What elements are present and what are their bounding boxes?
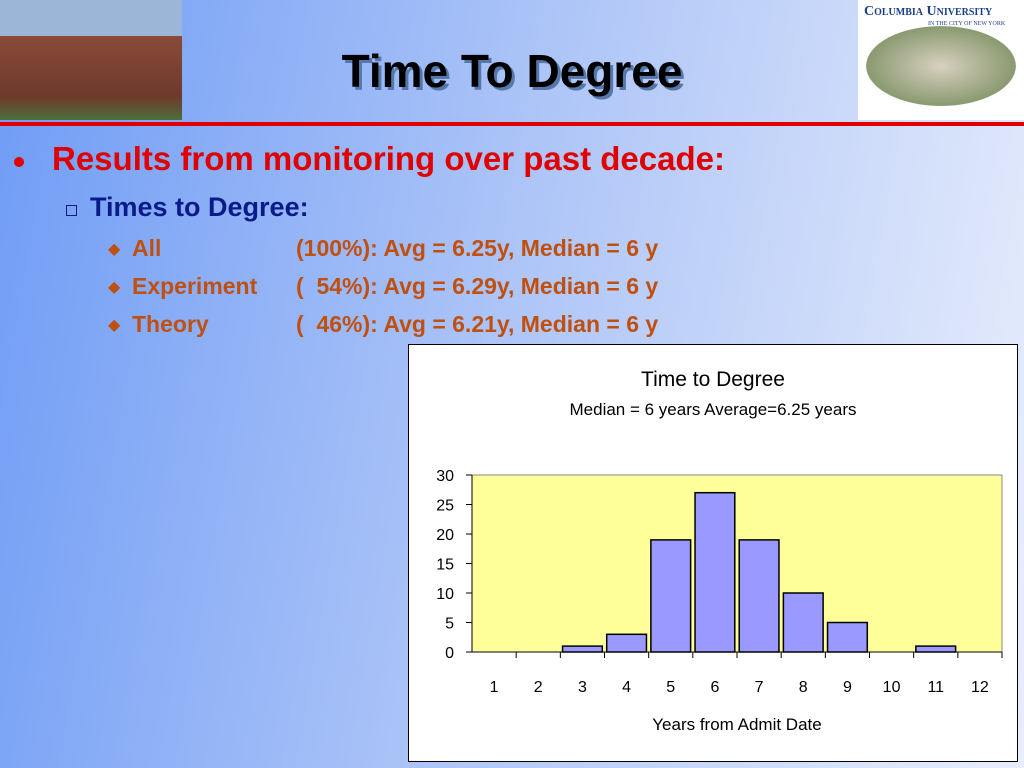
bar [738, 539, 780, 653]
sub-bullet: Times to Degree: [90, 192, 309, 222]
item-stats: ( 46%): Avg = 6.21y, Median = 6 y [296, 311, 659, 337]
y-tick-label: 30 [436, 468, 454, 485]
y-tick-label: 10 [436, 586, 454, 603]
y-tick-label: 5 [445, 616, 454, 633]
x-tick-label: 3 [578, 679, 587, 696]
item-stats: (100%): Avg = 6.25y, Median = 6 y [296, 235, 659, 261]
chart-subtitle: Median = 6 years Average=6.25 years [570, 400, 857, 419]
bar [915, 645, 957, 653]
bar [561, 645, 604, 653]
bar [694, 491, 736, 653]
x-tick-label: 10 [883, 679, 901, 696]
bar [605, 633, 648, 653]
chart-title: Time to Degree [641, 368, 785, 391]
x-tick-label: 11 [927, 679, 944, 696]
bullet: Results from monitoring over past decade… [52, 140, 725, 177]
x-tick-label: 8 [799, 679, 808, 696]
item-group: All [132, 235, 162, 261]
slide-title: Time To Degree [341, 45, 683, 97]
bullet-dot [14, 157, 24, 167]
sub-bullet-box [66, 205, 77, 216]
logo-image [866, 26, 1016, 106]
x-tick-label: 9 [843, 679, 852, 696]
x-tick-label: 1 [490, 679, 499, 696]
bar [650, 539, 692, 653]
x-tick-label: 5 [666, 679, 675, 696]
item: All (100%): Avg = 6.25y, Median = 6 y [108, 235, 659, 262]
logo-tagline: in the city of new york [928, 21, 1006, 27]
x-tick-label: 2 [534, 679, 543, 696]
item-stats: ( 54%): Avg = 6.29y, Median = 6 y [296, 273, 659, 299]
plot-area [471, 474, 1003, 653]
bar [826, 621, 869, 653]
y-tick-label: 15 [436, 557, 454, 574]
item-group: Experiment [132, 273, 258, 299]
x-axis-label: Years from Admit Date [652, 715, 821, 734]
x-tick-label: 4 [622, 679, 631, 696]
item: Theory ( 46%): Avg = 6.21y, Median = 6 y [108, 311, 659, 338]
x-tick-label: 12 [971, 679, 989, 696]
item-group: Theory [132, 311, 209, 337]
y-tick-label: 25 [436, 498, 454, 515]
title-rule [0, 122, 1024, 126]
item: Experiment ( 54%): Avg = 6.29y, Median = … [108, 273, 659, 300]
y-tick-label: 20 [436, 527, 454, 544]
x-tick-label: 7 [755, 679, 764, 696]
chart: Time to Degree Median = 6 years Average=… [408, 344, 1018, 762]
bar [782, 592, 824, 653]
building-photo [0, 0, 182, 120]
logo-name: Columbia University [864, 4, 993, 19]
logo: Columbia University in the city of new y… [858, 0, 1024, 120]
x-tick-label: 6 [710, 679, 719, 696]
y-tick-label: 0 [445, 645, 454, 662]
